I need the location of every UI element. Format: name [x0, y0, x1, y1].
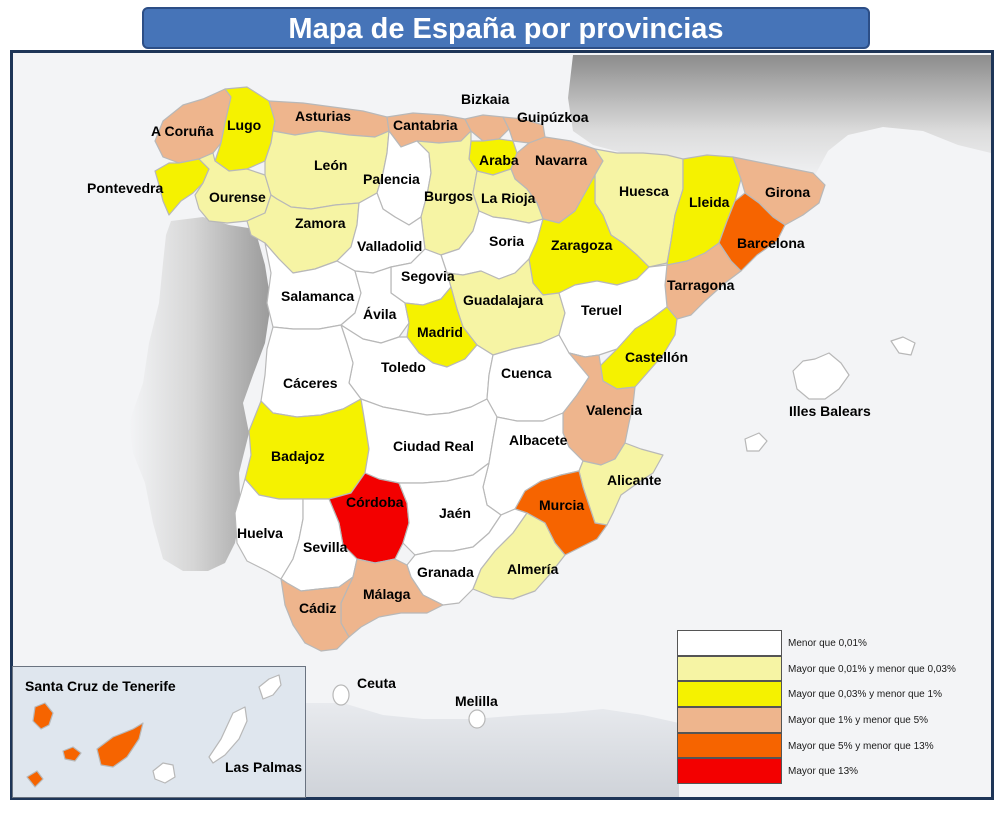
legend-swatch	[677, 630, 782, 656]
label-almería: Almería	[507, 561, 559, 577]
legend-swatch	[677, 707, 782, 733]
label-pontevedra: Pontevedra	[87, 180, 163, 196]
label-albacete: Albacete	[509, 432, 568, 448]
label-tarragona: Tarragona	[667, 277, 735, 293]
label-salamanca: Salamanca	[281, 288, 354, 304]
label-cantabria: Cantabria	[393, 117, 458, 133]
legend-item: Mayor que 13%	[677, 758, 987, 785]
province-cadiz[interactable]	[280, 576, 354, 652]
label-málaga: Málaga	[363, 586, 411, 602]
label-lleida: Lleida	[689, 194, 730, 210]
city-ceuta[interactable]	[332, 684, 350, 706]
label-bizkaia: Bizkaia	[461, 91, 509, 107]
legend-item: Mayor que 0,01% y menor que 0,03%	[677, 655, 987, 682]
island-el-hierro[interactable]	[26, 770, 44, 788]
legend-item: Menor que 0,01%	[677, 630, 987, 656]
label-córdoba: Córdoba	[346, 494, 404, 510]
island-lanzarote[interactable]	[258, 674, 282, 700]
label-castellón: Castellón	[625, 349, 688, 365]
label-la-rioja: La Rioja	[481, 190, 536, 206]
label-illes-balears: Illes Balears	[789, 403, 871, 419]
legend-item: Mayor que 0,03% y menor que 1%	[677, 681, 987, 708]
legend-label: Mayor que 0,03% y menor que 1%	[788, 689, 942, 701]
label-teruel: Teruel	[581, 302, 622, 318]
island-gran-canaria[interactable]	[152, 762, 176, 784]
label-toledo: Toledo	[381, 359, 426, 375]
city-melilla[interactable]	[468, 709, 486, 729]
province-pontevedra[interactable]	[154, 158, 210, 216]
label-león: León	[314, 157, 347, 173]
label-ciudad-real: Ciudad Real	[393, 438, 474, 454]
legend-swatch	[677, 681, 782, 708]
label-asturias: Asturias	[295, 108, 351, 124]
label-ourense: Ourense	[209, 189, 266, 205]
label-melilla: Melilla	[455, 693, 498, 709]
legend-swatch	[677, 732, 782, 759]
label-a-coruña: A Coruña	[151, 123, 214, 139]
legend-item: Mayor que 5% y menor que 13%	[677, 732, 987, 759]
label-alicante: Alicante	[607, 472, 662, 488]
canary-islands-inset: Santa Cruz de Tenerife Las Palmas	[12, 666, 306, 798]
label-lugo: Lugo	[227, 117, 261, 133]
label-zamora: Zamora	[295, 215, 346, 231]
province-almeria[interactable]	[472, 512, 566, 600]
label-soria: Soria	[489, 233, 524, 249]
island-la-gomera[interactable]	[62, 746, 82, 762]
legend-label: Mayor que 13%	[788, 766, 859, 778]
legend-swatch	[677, 758, 782, 785]
france-land	[568, 55, 991, 183]
label-barcelona: Barcelona	[737, 235, 805, 251]
label-granada: Granada	[417, 564, 474, 580]
label-sevilla: Sevilla	[303, 539, 348, 555]
legend-item: Mayor que 1% y menor que 5%	[677, 707, 987, 733]
label-badajoz: Badajoz	[271, 448, 325, 464]
label-cuenca: Cuenca	[501, 365, 552, 381]
label-guadalajara: Guadalajara	[463, 292, 543, 308]
island-tenerife[interactable]	[96, 722, 144, 768]
label-santa-cruz-de-tenerife: Santa Cruz de Tenerife	[25, 678, 176, 694]
label-navarra: Navarra	[535, 152, 587, 168]
label-araba: Araba	[479, 152, 519, 168]
label-segovia: Segovia	[401, 268, 455, 284]
label-burgos: Burgos	[424, 188, 473, 204]
island-fuerteventura[interactable]	[208, 706, 248, 764]
label-ávila: Ávila	[363, 306, 397, 322]
province-illes-balears[interactable]	[744, 336, 916, 452]
legend-label: Mayor que 1% y menor que 5%	[788, 715, 929, 727]
label-madrid: Madrid	[417, 324, 463, 340]
island-la-palma[interactable]	[32, 702, 54, 730]
canary-islands-map: Santa Cruz de Tenerife Las Palmas	[25, 674, 302, 788]
label-valladolid: Valladolid	[357, 238, 422, 254]
label-ceuta: Ceuta	[357, 675, 396, 691]
legend-label: Menor que 0,01%	[788, 638, 867, 649]
legend-label: Mayor que 0,01% y menor que 0,03%	[788, 663, 956, 675]
label-guipúzkoa: Guipúzkoa	[517, 109, 589, 125]
map-title: Mapa de España por provincias	[142, 7, 870, 49]
map-legend: Menor que 0,01% Mayor que 0,01% y menor …	[677, 630, 987, 785]
label-cádiz: Cádiz	[299, 600, 336, 616]
label-jaén: Jaén	[439, 505, 471, 521]
province-bizkaia[interactable]	[464, 114, 510, 142]
label-las-palmas: Las Palmas	[225, 759, 302, 775]
label-huelva: Huelva	[237, 525, 283, 541]
portugal-land	[129, 217, 271, 571]
africa-land	[243, 703, 679, 797]
label-huesca: Huesca	[619, 183, 669, 199]
label-girona: Girona	[765, 184, 810, 200]
label-zaragoza: Zaragoza	[551, 237, 613, 253]
label-palencia: Palencia	[363, 171, 420, 187]
province-tarragona[interactable]	[664, 242, 742, 320]
province-caceres[interactable]	[260, 324, 362, 418]
label-murcia: Murcia	[539, 497, 584, 513]
legend-label: Mayor que 5% y menor que 13%	[788, 740, 934, 752]
label-valencia: Valencia	[586, 402, 642, 418]
legend-swatch	[677, 655, 782, 682]
label-cáceres: Cáceres	[283, 375, 338, 391]
